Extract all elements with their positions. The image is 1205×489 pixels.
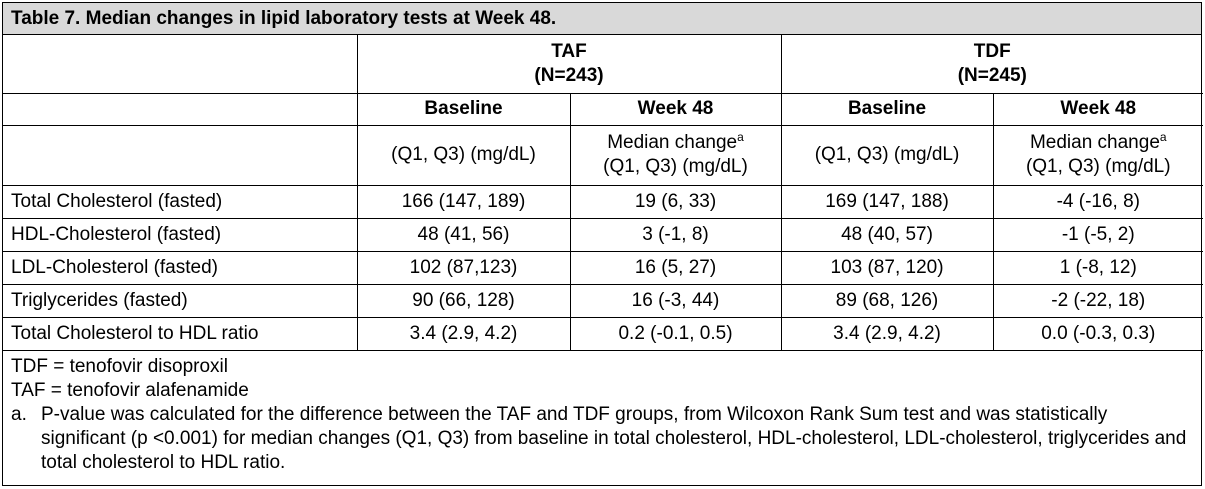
units-empty-cell: [3, 124, 358, 186]
footnote-a: a. P-value was calculated for the differ…: [11, 403, 1193, 475]
table-cell: 89 (68, 126): [780, 283, 994, 318]
units-change-label: Median change: [607, 132, 738, 153]
table-cell: 16 (-3, 44): [569, 283, 782, 318]
units-change-range: (Q1, Q3) (mg/dL): [603, 156, 748, 177]
table-cell: 169 (147, 188): [780, 184, 994, 219]
table-cell: 0.2 (-0.1, 0.5): [569, 316, 782, 351]
group-name: TDF: [973, 40, 1011, 62]
table-cell: 3 (-1, 8): [569, 217, 782, 252]
units-change: Median changea (Q1, Q3) (mg/dL): [992, 124, 1204, 186]
table-row: Total Cholesterol to HDL ratio 3.4 (2.9,…: [3, 316, 1204, 351]
row-label: LDL-Cholesterol (fasted): [3, 250, 358, 285]
table-cell: 3.4 (2.9, 4.2): [780, 316, 994, 351]
lipid-table: TAF (N=243) TDF (N=245) Baseline Week 48…: [3, 35, 1204, 351]
group-n: (N=245): [957, 64, 1027, 86]
table-cell: 102 (87,123): [356, 250, 571, 285]
row-label: Total Cholesterol to HDL ratio: [3, 316, 358, 351]
footnote-marker-sup: a: [1159, 130, 1167, 144]
abbrev-taf: TAF = tenofovir alafenamide: [11, 379, 249, 401]
subheader-week48: Week 48: [992, 92, 1204, 126]
table-cell: 3.4 (2.9, 4.2): [356, 316, 571, 351]
table-cell: 166 (147, 189): [356, 184, 571, 219]
row-label: HDL-Cholesterol (fasted): [3, 217, 358, 252]
table-row: Triglycerides (fasted) 90 (66, 128) 16 (…: [3, 283, 1204, 318]
subheader-baseline: Baseline: [356, 92, 571, 126]
header-empty-cell: [3, 35, 358, 94]
abbrev-tdf: TDF = tenofovir disoproxil: [11, 355, 228, 377]
row-label: Total Cholesterol (fasted): [3, 184, 358, 219]
group-header-taf: TAF (N=243): [356, 35, 782, 94]
table-row: Total Cholesterol (fasted) 166 (147, 189…: [3, 184, 1204, 219]
table-cell: 48 (41, 56): [356, 217, 571, 252]
table-cell: 0.0 (-0.3, 0.3): [992, 316, 1204, 351]
row-label: Triglycerides (fasted): [3, 283, 358, 318]
table-cell: -4 (-16, 8): [992, 184, 1204, 219]
table-cell: 19 (6, 33): [569, 184, 782, 219]
subheader-week48: Week 48: [569, 92, 782, 126]
units-change-label: Median change: [1029, 132, 1160, 153]
table-cell: 90 (66, 128): [356, 283, 571, 318]
table-cell: 103 (87, 120): [780, 250, 994, 285]
units-baseline: (Q1, Q3) (mg/dL): [356, 124, 571, 186]
table-cell: 48 (40, 57): [780, 217, 994, 252]
table-row: LDL-Cholesterol (fasted) 102 (87,123) 16…: [3, 250, 1204, 285]
footnote-text: P-value was calculated for the differenc…: [41, 403, 1187, 473]
table-row: HDL-Cholesterol (fasted) 48 (41, 56) 3 (…: [3, 217, 1204, 252]
group-header-tdf: TDF (N=245): [780, 35, 1204, 94]
subheader-empty-cell: [3, 92, 358, 126]
subheader-baseline: Baseline: [780, 92, 994, 126]
group-name: TAF: [551, 40, 587, 62]
units-change-range: (Q1, Q3) (mg/dL): [1025, 156, 1171, 177]
table-notes: TDF = tenofovir disoproxil TAF = tenofov…: [3, 351, 1201, 475]
group-n: (N=243): [534, 64, 604, 86]
table-cell: -2 (-22, 18): [992, 283, 1204, 318]
table-cell: -1 (-5, 2): [992, 217, 1204, 252]
table-cell: 1 (-8, 12): [992, 250, 1204, 285]
table-cell: 16 (5, 27): [569, 250, 782, 285]
footnote-marker: a.: [11, 403, 27, 425]
units-baseline: (Q1, Q3) (mg/dL): [780, 124, 994, 186]
table-title: Table 7. Median changes in lipid laborat…: [3, 3, 1201, 35]
footnote-marker-sup: a: [737, 130, 744, 144]
units-change: Median changea (Q1, Q3) (mg/dL): [569, 124, 782, 186]
